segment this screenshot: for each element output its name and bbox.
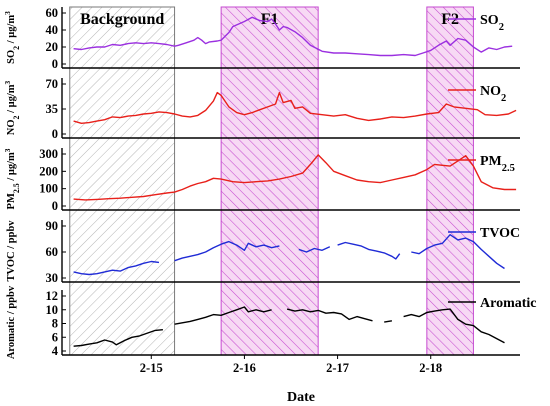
series-line-4-0 bbox=[73, 329, 163, 347]
y-axis-title: PM2.5 / μg/m3 bbox=[3, 148, 21, 209]
y-tick-label: 60 bbox=[46, 6, 59, 20]
legend-label: Aromatic bbox=[480, 296, 537, 311]
y-axis-title: Aromatic / ppbv bbox=[6, 285, 17, 359]
y-tick-label: 300 bbox=[39, 147, 58, 161]
y-tick-label: 0 bbox=[52, 57, 58, 71]
series-line-3-1 bbox=[174, 240, 280, 262]
series-line-3-3 bbox=[337, 241, 401, 260]
y-tick-label: 200 bbox=[39, 164, 58, 178]
y-tick-label: 100 bbox=[39, 182, 58, 196]
x-tick-label: 2-15 bbox=[140, 361, 163, 375]
y-tick-label: 10 bbox=[46, 303, 59, 317]
y-tick-label: 8 bbox=[52, 317, 58, 331]
y-tick-label: 12 bbox=[46, 289, 59, 303]
x-tick-label: 2-16 bbox=[233, 361, 256, 375]
legend-label: NO2 bbox=[480, 84, 506, 104]
y-axis-title: SO2 / μg/m3 bbox=[3, 11, 21, 64]
y-tick-label: 6 bbox=[52, 330, 58, 344]
series-line-1-0 bbox=[73, 91, 517, 124]
legend-label: SO2 bbox=[480, 13, 504, 33]
legend-label: TVOC bbox=[480, 226, 520, 241]
y-axis-title: NO2 / μg/m3 bbox=[3, 80, 21, 135]
region-background-band bbox=[69, 6, 176, 356]
series-line-4-1 bbox=[174, 306, 272, 325]
series-line-4-2 bbox=[286, 308, 373, 322]
x-axis-title: Date bbox=[287, 390, 315, 405]
series-line-2-0 bbox=[73, 154, 517, 201]
y-tick-label: 35 bbox=[46, 102, 59, 116]
y-tick-label: 60 bbox=[46, 245, 59, 259]
region-label-background: Background bbox=[80, 11, 164, 28]
y-tick-label: 40 bbox=[46, 23, 59, 37]
panel-3: 30 60 90 TVOC / ppbv TVOC bbox=[6, 219, 520, 285]
y-tick-label: 30 bbox=[46, 271, 59, 285]
x-tick-label: 2-17 bbox=[326, 361, 349, 375]
y-tick-label: 70 bbox=[46, 77, 59, 91]
y-tick-label: 4 bbox=[52, 344, 59, 358]
series-line-3-0 bbox=[73, 260, 160, 276]
y-tick-label: 20 bbox=[46, 40, 59, 54]
series-line-3-2 bbox=[298, 246, 331, 253]
series-line-3-4 bbox=[411, 234, 505, 270]
series-line-0-0 bbox=[73, 16, 513, 57]
panel-1: 0 35 70 NO2 / μg/m3 NO2 bbox=[3, 77, 520, 141]
y-tick-label: 0 bbox=[52, 199, 58, 213]
series-line-4-3 bbox=[384, 320, 393, 323]
legend-label: PM2.5 bbox=[480, 154, 515, 174]
x-tick-label: 2-18 bbox=[419, 361, 442, 375]
y-tick-label: 90 bbox=[46, 219, 59, 233]
y-tick-label: 0 bbox=[52, 127, 58, 141]
panel-0: 0 20 40 60 SO2 / μg/m3 SO2 bbox=[3, 6, 520, 71]
y-axis-title: TVOC / ppbv bbox=[6, 220, 17, 282]
series-line-4-4 bbox=[403, 308, 505, 344]
